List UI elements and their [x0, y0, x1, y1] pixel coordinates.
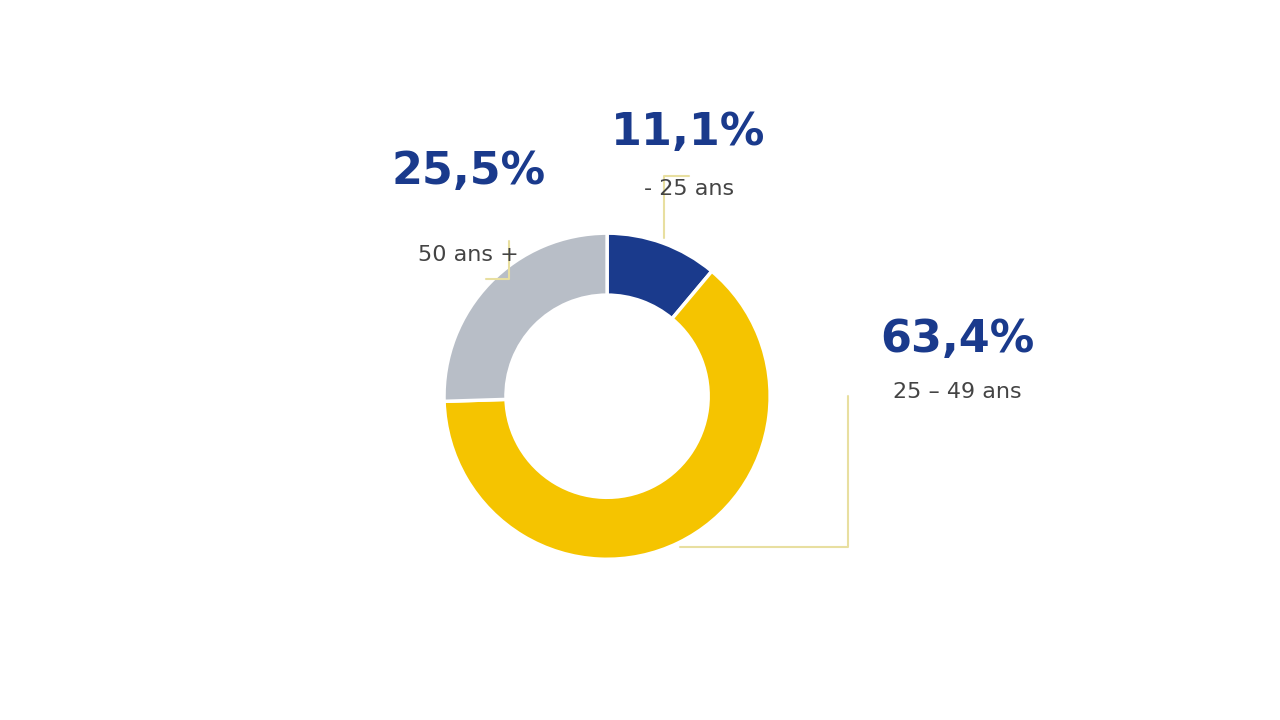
Text: - 25 ans: - 25 ans [644, 179, 733, 199]
Text: 11,1%: 11,1% [612, 111, 765, 153]
Wedge shape [444, 271, 771, 559]
Text: Âge: Âge [76, 66, 155, 107]
Text: 63,4%: 63,4% [881, 318, 1034, 361]
Text: 25 – 49 ans: 25 – 49 ans [893, 382, 1021, 402]
Wedge shape [607, 233, 712, 319]
Text: 25,5%: 25,5% [392, 150, 545, 193]
Wedge shape [444, 233, 607, 401]
Text: 50 ans +: 50 ans + [419, 245, 518, 264]
